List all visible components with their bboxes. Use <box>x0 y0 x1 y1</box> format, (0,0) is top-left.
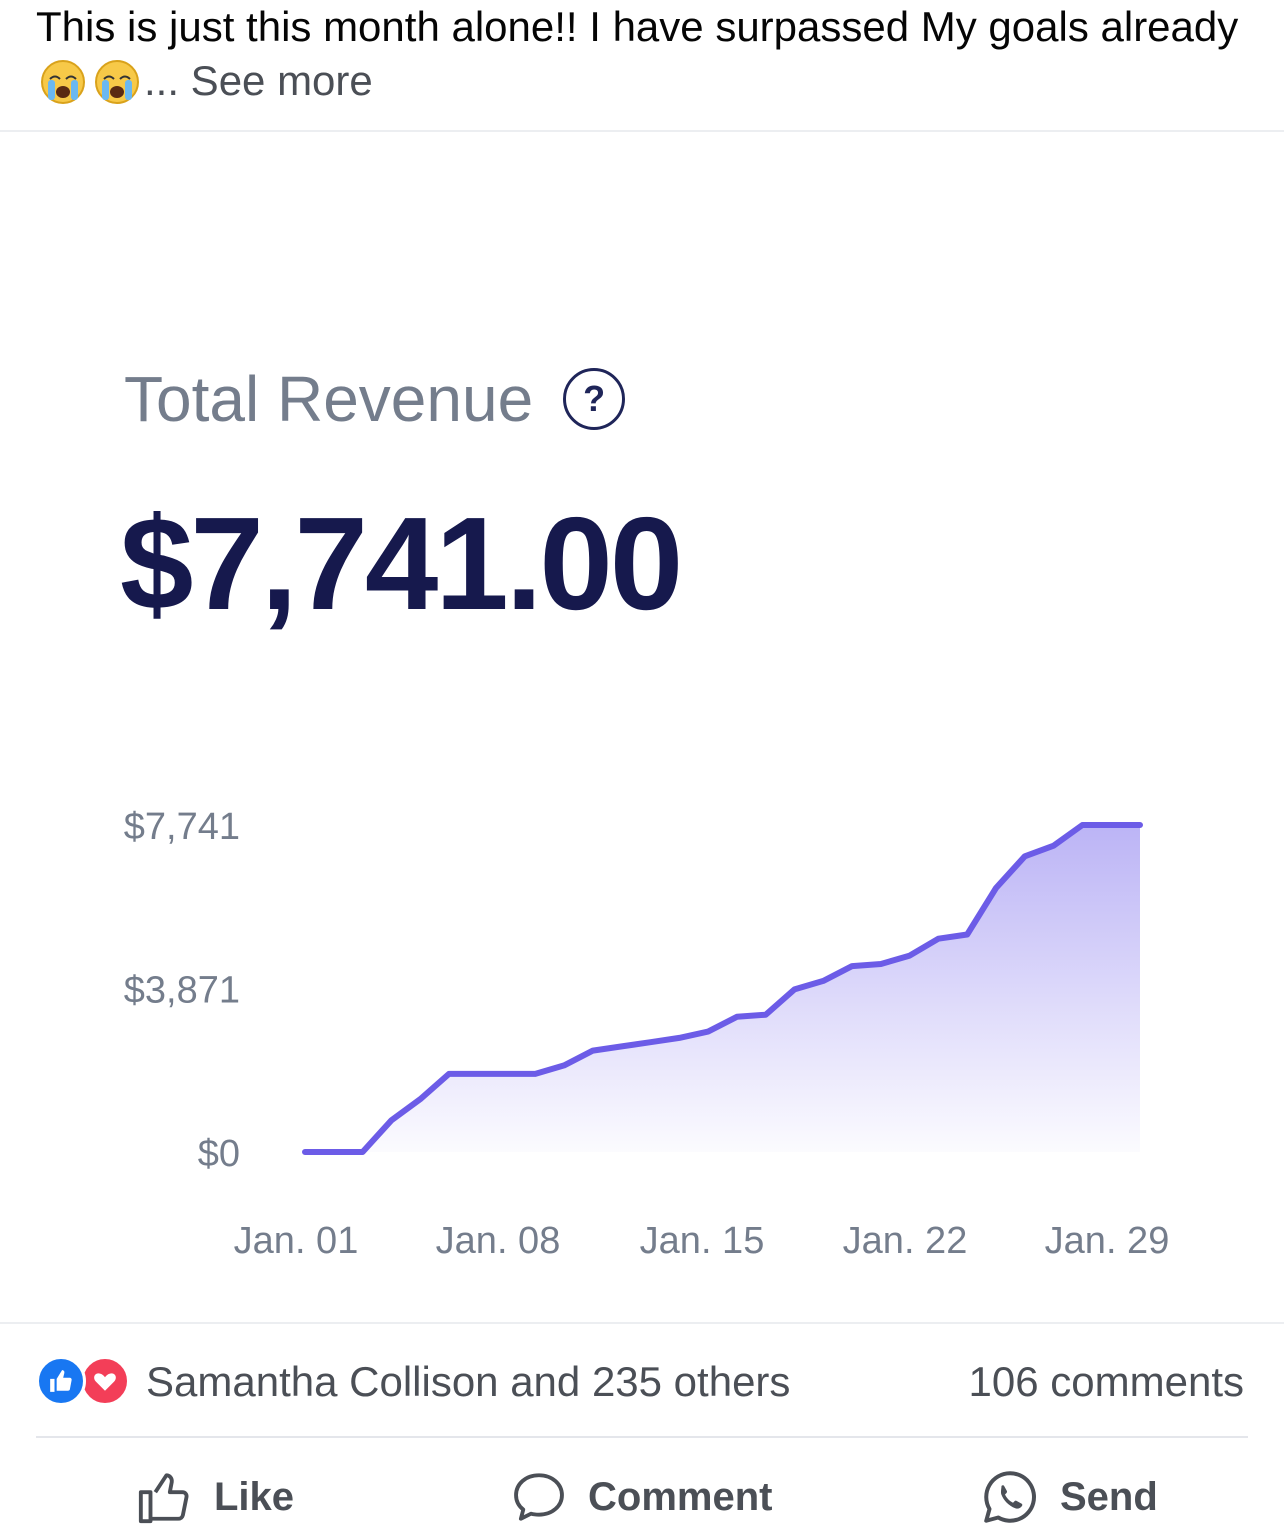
data-point <box>446 1071 452 1077</box>
data-point <box>820 978 826 984</box>
x-tick-label: Jan. 08 <box>436 1220 561 1262</box>
comment-bubble-icon <box>510 1468 568 1526</box>
divider <box>36 1436 1248 1438</box>
x-tick-label: Jan. 01 <box>234 1220 359 1262</box>
data-point <box>1079 822 1085 828</box>
data-point <box>1022 853 1028 859</box>
data-point <box>532 1071 538 1077</box>
revenue-line <box>302 822 1143 1155</box>
data-point <box>705 1029 711 1035</box>
data-point <box>475 1071 481 1077</box>
data-point <box>935 936 941 942</box>
revenue-chart: $7,741 $3,871 $0 Jan. 01 Jan. 08 Jan. 15 Jan.… <box>124 806 1170 1262</box>
data-point <box>504 1071 510 1077</box>
help-icon[interactable]: ? <box>563 368 626 430</box>
divider <box>0 130 1284 132</box>
data-point <box>964 932 970 938</box>
data-point <box>302 1149 308 1155</box>
data-point <box>1051 843 1057 849</box>
y-tick-label: $0 <box>198 1133 240 1175</box>
x-tick-label: Jan. 15 <box>640 1220 765 1262</box>
data-point <box>734 1014 740 1020</box>
data-point <box>360 1149 366 1155</box>
like-reaction-icon <box>36 1356 86 1406</box>
y-tick-label: $3,871 <box>124 970 240 1012</box>
data-point <box>561 1062 567 1068</box>
data-point <box>763 1012 769 1018</box>
data-point <box>1137 822 1143 828</box>
reaction-icons <box>36 1356 136 1408</box>
data-point <box>849 963 855 969</box>
revenue-card-header: Total Revenue ? <box>124 362 626 436</box>
y-tick-label: $7,741 <box>124 806 240 848</box>
send-label: Send <box>1060 1474 1158 1519</box>
data-point <box>331 1149 337 1155</box>
data-point <box>648 1039 654 1045</box>
divider <box>0 1322 1284 1324</box>
crying-face-icon <box>94 59 140 105</box>
x-tick-label: Jan. 29 <box>1045 1220 1170 1262</box>
data-point <box>878 961 884 967</box>
comment-button[interactable]: Comment <box>510 1462 772 1532</box>
data-point <box>907 953 913 959</box>
whatsapp-icon <box>980 1467 1040 1527</box>
see-more-link[interactable]: ... See more <box>144 57 373 104</box>
like-button[interactable]: Like <box>136 1462 294 1532</box>
reactions-summary[interactable]: Samantha Collison and 235 others <box>36 1354 790 1410</box>
post-caption: This is just this month alone!! I have s… <box>36 0 1256 108</box>
data-point <box>417 1096 423 1102</box>
data-point <box>1108 822 1114 828</box>
like-label: Like <box>214 1474 295 1519</box>
comment-label: Comment <box>588 1474 773 1519</box>
crying-face-icon <box>40 59 86 105</box>
love-reaction-icon <box>80 1356 130 1406</box>
thumbs-up-icon <box>136 1468 194 1526</box>
data-point <box>388 1117 394 1123</box>
card-title: Total Revenue <box>124 363 534 435</box>
reactions-names: Samantha Collison and 235 others <box>146 1358 791 1405</box>
x-tick-label: Jan. 22 <box>843 1220 968 1262</box>
data-point <box>792 986 798 992</box>
send-button[interactable]: Send <box>980 1462 1158 1532</box>
comments-count[interactable]: 106 comments <box>968 1358 1244 1405</box>
post-caption-text: This is just this month alone!! I have s… <box>36 3 1239 50</box>
data-point <box>590 1048 596 1054</box>
data-point <box>993 885 999 891</box>
revenue-area <box>305 825 1140 1152</box>
data-point <box>676 1035 682 1041</box>
total-revenue-value: $7,741.00 <box>120 490 683 637</box>
data-point <box>619 1043 625 1049</box>
